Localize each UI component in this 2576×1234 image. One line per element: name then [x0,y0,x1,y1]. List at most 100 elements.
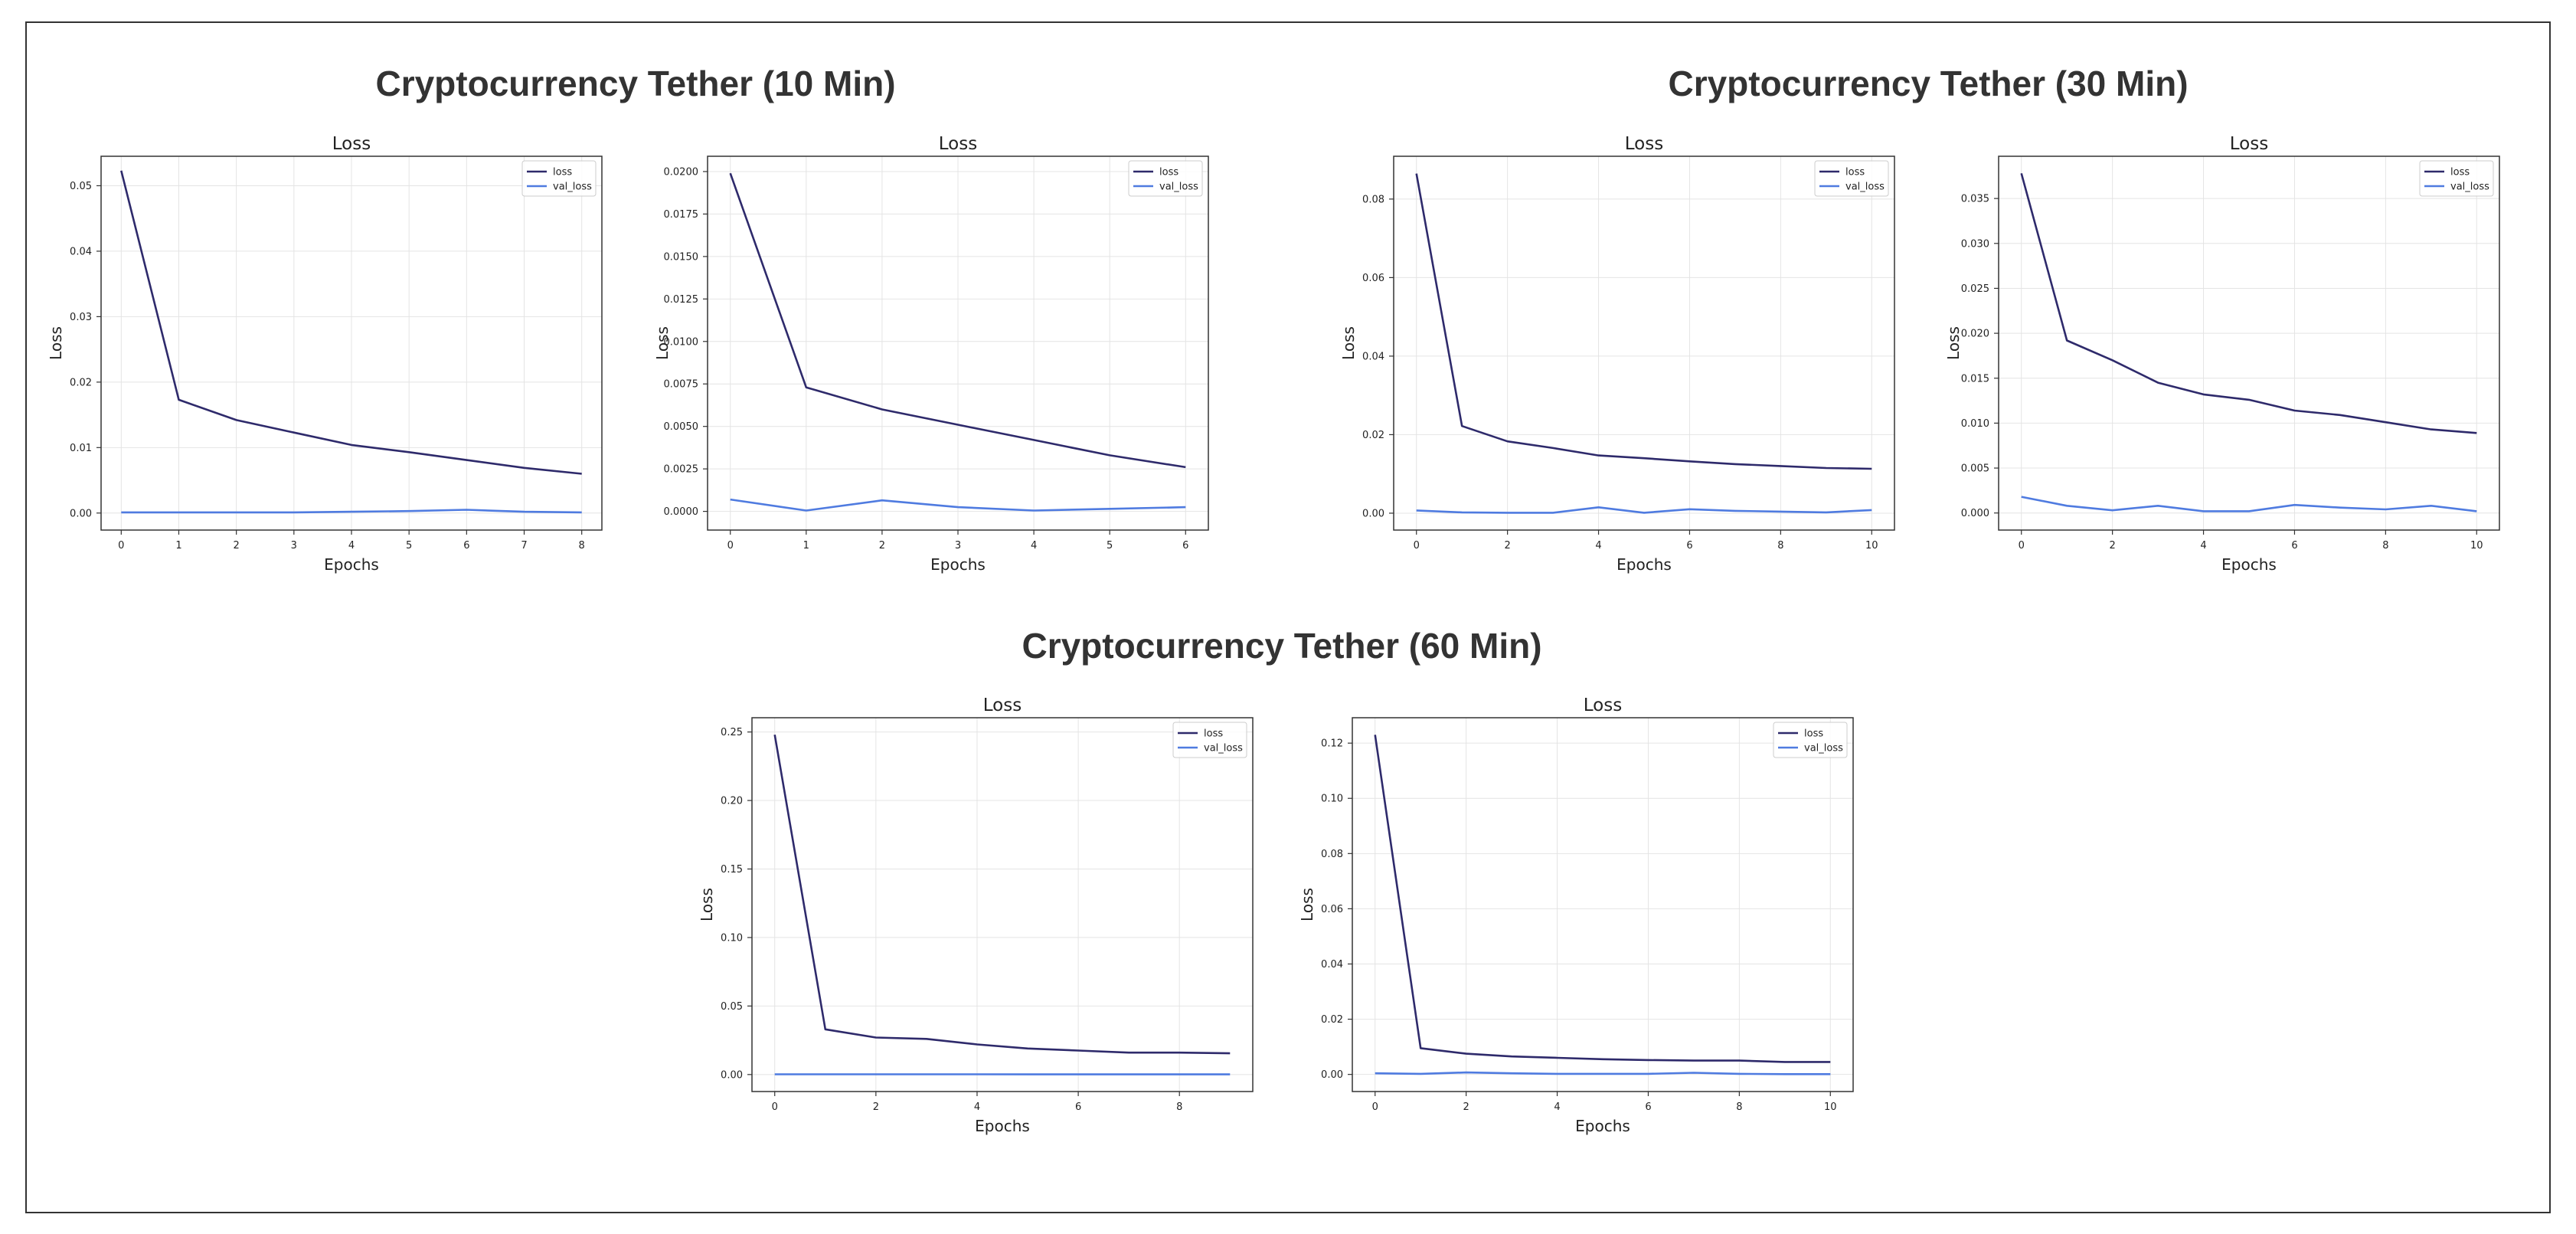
series-line-loss [729,172,1186,469]
x-tick-label: 2 [879,540,885,552]
chart-title: Loss [1584,696,1622,715]
y-tick-label: 0.12 [1321,738,1343,750]
series-line-val_loss [121,509,582,514]
x-tick-label: 8 [2382,540,2388,552]
y-tick-label: 0.0100 [664,336,699,348]
x-tick-label: 6 [2291,540,2297,552]
y-tick-label: 0.0200 [664,166,699,178]
figure-frame [25,21,2551,1213]
legend-box [1773,722,1848,758]
legend-label-loss: loss [2450,167,2470,178]
x-tick-label: 10 [1865,540,1878,552]
x-tick-label: 0 [2019,540,2025,552]
x-tick-label: 0 [1372,1101,1378,1113]
y-tick-label: 0.0175 [664,209,699,221]
y-axis-label: Loss [698,888,716,921]
legend: loss val_loss [1814,160,1889,197]
series-line-val_loss [1375,1071,1831,1075]
y-tick-label: 0.0150 [664,251,699,263]
legend-label-val_loss: val_loss [1204,743,1243,754]
y-tick-label: 0.10 [1321,794,1343,805]
x-tick-label: 2 [234,540,240,552]
series-line-val_loss [1416,506,1872,514]
legend-label-val_loss: val_loss [1804,743,1843,754]
x-tick-label: 4 [1554,1101,1560,1113]
y-tick-label: 0.08 [1362,194,1384,205]
y-tick-label: 0.02 [1321,1014,1343,1026]
loss-chart-10min-a: 0 1 2 3 4 5 6 7 8 0.00 0.01 0.02 0.03 0.04 0.05 Loss Epo… [47,134,603,574]
loss-chart-60min-b: 0 2 4 6 8 10 0.00 0.02 0.04 0.06 0.08 0.10 0.12 Loss E… [1298,696,1854,1135]
plot-frame [751,717,1254,1092]
y-tick-label: 0.010 [1961,418,1989,430]
y-tick-label: 0.0050 [664,421,699,433]
y-axis-label: Loss [47,326,65,360]
grid [101,156,602,530]
loss-chart-10min-b: 0 1 2 3 4 5 6 0.0000 0.0025 0.0050 0.0075 0.0100 0.0… [653,134,1209,574]
chart-title: Loss [983,696,1022,715]
y-tick-label: 0.00 [721,1069,743,1081]
x-tick-label: 8 [1736,1101,1742,1113]
x-axis-label: Epochs [930,555,986,574]
x-axis-label: Epochs [324,555,379,574]
y-tick-label: 0.00 [1321,1069,1343,1081]
y-tick-label: 0.25 [721,727,743,738]
y-tick-label: 0.04 [70,246,92,257]
y-tick-label: 0.0025 [664,464,699,476]
legend-label-loss: loss [1159,167,1178,178]
grid [708,156,1208,530]
series-line-val_loss [2021,496,2477,512]
y-axis-label: Loss [1339,326,1358,360]
legend-box [1814,160,1889,197]
y-tick-label: 0.08 [1321,849,1343,860]
x-tick-label: 7 [521,540,527,552]
x-tick-label: 2 [873,1101,879,1113]
y-tick-label: 0.06 [1321,904,1343,915]
x-tick-label: 5 [1107,540,1113,552]
x-tick-label: 6 [1686,540,1692,552]
x-tick-label: 4 [974,1101,980,1113]
y-tick-label: 0.10 [721,932,743,944]
series-line-loss [1374,735,1831,1063]
y-tick-label: 0.06 [1362,273,1384,284]
y-tick-label: 0.01 [70,443,92,454]
y-tick-label: 0.0125 [664,294,699,306]
x-tick-label: 5 [406,540,412,552]
x-tick-label: 3 [955,540,961,552]
grid [752,718,1253,1092]
plot-frame [1393,155,1895,531]
x-tick-label: 4 [1595,540,1601,552]
x-tick-label: 1 [175,540,181,552]
x-tick-label: 10 [1824,1101,1837,1113]
x-tick-label: 0 [727,540,734,552]
y-tick-label: 0.035 [1961,194,1989,205]
chart-title: Loss [332,134,371,154]
y-tick-label: 0.025 [1961,283,1989,295]
y-tick-label: 0.0000 [664,506,699,518]
y-tick-label: 0.0075 [664,379,699,391]
x-tick-label: 1 [803,540,809,552]
legend-label-loss: loss [553,167,572,178]
grid [1394,156,1894,530]
y-tick-label: 0.20 [721,796,743,807]
y-tick-label: 0.00 [70,508,92,519]
x-axis-label: Epochs [975,1117,1030,1135]
legend-label-loss: loss [1845,167,1865,178]
legend: loss val_loss [521,160,597,197]
y-tick-label: 0.005 [1961,463,1989,475]
grid [1999,156,2499,530]
y-axis-label: Loss [1298,888,1316,921]
plot-frame [1998,155,2500,531]
legend: loss val_loss [1172,722,1247,758]
x-tick-label: 8 [579,540,585,552]
x-axis-label: Epochs [1617,555,1672,574]
group-title-10-min: Cryptocurrency Tether (10 Min) [375,64,896,103]
plot-frame [1352,717,1854,1092]
y-tick-label: 0.05 [721,1001,743,1013]
series-line-loss [2020,172,2477,434]
y-tick-label: 0.000 [1961,508,1989,519]
y-tick-label: 0.02 [70,377,92,388]
y-tick-label: 0.04 [1362,351,1384,362]
x-tick-label: 2 [1463,1101,1469,1113]
x-tick-label: 6 [463,540,469,552]
x-tick-label: 4 [1031,540,1037,552]
